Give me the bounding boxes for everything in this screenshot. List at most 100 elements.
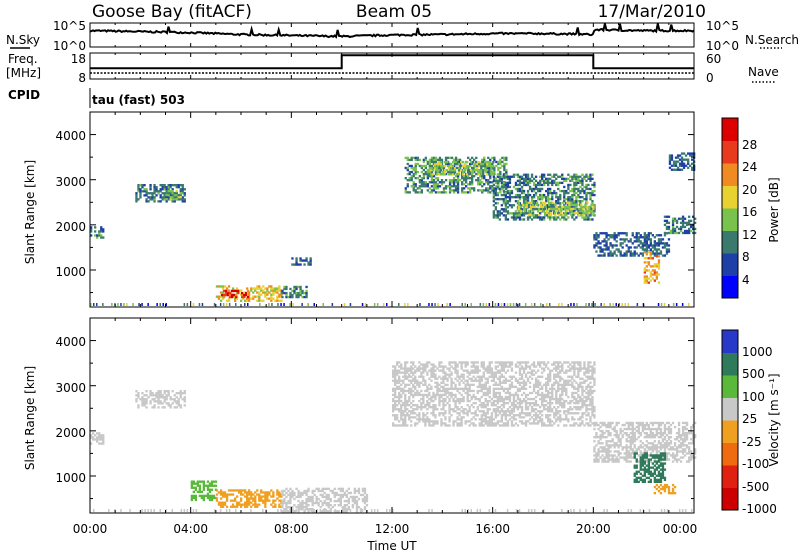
power-cell bbox=[515, 196, 517, 198]
velocity-cell bbox=[559, 384, 561, 386]
velocity-cell bbox=[563, 384, 565, 386]
velocity-cell bbox=[555, 367, 557, 369]
power-cell bbox=[605, 244, 607, 246]
power-cell bbox=[518, 210, 520, 212]
velocity-cell bbox=[400, 363, 402, 365]
power-cell bbox=[433, 181, 435, 183]
velocity-cell bbox=[527, 398, 529, 400]
velocity-cell bbox=[334, 496, 336, 498]
power-cell bbox=[145, 190, 147, 192]
power-cell bbox=[581, 178, 583, 180]
velocity-cell bbox=[458, 376, 460, 378]
velocity-cell bbox=[216, 497, 218, 499]
velocity-cell bbox=[246, 493, 248, 495]
power-cell bbox=[503, 159, 505, 161]
power-cell bbox=[551, 196, 553, 198]
power-cell bbox=[490, 171, 492, 173]
velocity-cell bbox=[352, 500, 354, 502]
power-cell bbox=[521, 178, 523, 180]
velocity-cell bbox=[465, 422, 467, 424]
velocity-cell bbox=[501, 416, 503, 418]
power-cell bbox=[531, 180, 533, 182]
velocity-cell bbox=[207, 495, 209, 497]
velocity-cell bbox=[493, 374, 495, 376]
power-cell bbox=[305, 290, 307, 292]
velocity-cell bbox=[579, 382, 581, 384]
power-cell bbox=[672, 220, 674, 222]
velocity-cell bbox=[410, 370, 412, 372]
velocity-cell bbox=[334, 488, 336, 490]
power-cell bbox=[521, 214, 523, 216]
velocity-cell bbox=[547, 380, 549, 382]
velocity-cell bbox=[207, 489, 209, 491]
velocity-cell bbox=[481, 396, 483, 398]
power-cell bbox=[662, 242, 664, 244]
velocity-cell bbox=[485, 398, 487, 400]
velocity-cell bbox=[170, 406, 172, 408]
power-cell bbox=[216, 285, 218, 287]
power-cell bbox=[672, 230, 674, 232]
velocity-cell bbox=[471, 372, 473, 374]
velocity-cell bbox=[293, 492, 295, 494]
power-ground-cell bbox=[277, 303, 279, 306]
power-cell bbox=[486, 173, 488, 175]
velocity-cell bbox=[543, 398, 545, 400]
velocity-cell bbox=[571, 418, 573, 420]
power-cell bbox=[448, 165, 450, 167]
velocity-cell bbox=[525, 414, 527, 416]
power-cell bbox=[573, 188, 575, 190]
velocity-cell bbox=[471, 418, 473, 420]
velocity-cell bbox=[420, 402, 422, 404]
velocity-cell bbox=[485, 404, 487, 406]
power-cell bbox=[509, 204, 511, 206]
velocity-cell bbox=[581, 414, 583, 416]
velocity-cell bbox=[354, 502, 356, 504]
velocity-cell bbox=[501, 374, 503, 376]
power-cell bbox=[246, 287, 248, 289]
velocity-cell bbox=[362, 494, 364, 496]
power-cell bbox=[650, 273, 652, 275]
power-cell bbox=[664, 220, 666, 222]
power-cell bbox=[577, 194, 579, 196]
velocity-cell bbox=[410, 424, 412, 426]
power-cell bbox=[559, 198, 561, 200]
velocity-cell bbox=[477, 414, 479, 416]
velocity-cell bbox=[416, 380, 418, 382]
power-ground-cell bbox=[661, 303, 663, 306]
power-cell bbox=[688, 222, 690, 224]
power-cell bbox=[658, 255, 660, 257]
power-cell bbox=[505, 216, 507, 218]
velocity-cell bbox=[426, 420, 428, 422]
power-ground-cell bbox=[117, 303, 119, 306]
velocity-cell bbox=[529, 376, 531, 378]
velocity-cell bbox=[521, 367, 523, 369]
velocity-cell bbox=[176, 406, 178, 408]
velocity-cell bbox=[307, 508, 309, 510]
power-cell bbox=[310, 263, 312, 265]
power-cell bbox=[415, 177, 417, 179]
velocity-cell bbox=[495, 392, 497, 394]
velocity-cell bbox=[547, 376, 549, 378]
velocity-cell bbox=[507, 380, 509, 382]
velocity-cell bbox=[565, 424, 567, 426]
power-cell bbox=[640, 236, 642, 238]
power-cell bbox=[563, 180, 565, 182]
power-cell bbox=[429, 163, 431, 165]
velocity-cell bbox=[581, 392, 583, 394]
velocity-cell bbox=[258, 495, 260, 497]
power-ground-cell bbox=[600, 303, 602, 306]
power-cell bbox=[162, 186, 164, 188]
velocity-cell bbox=[581, 398, 583, 400]
velocity-cell bbox=[398, 408, 400, 410]
power-cell bbox=[431, 159, 433, 161]
velocity-cell bbox=[553, 378, 555, 380]
power-cell bbox=[652, 257, 654, 259]
velocity-cell bbox=[320, 500, 322, 502]
power-cell bbox=[561, 176, 563, 178]
velocity-cell bbox=[432, 422, 434, 424]
velocity-cell bbox=[507, 392, 509, 394]
velocity-cell bbox=[503, 402, 505, 404]
power-ground-cell bbox=[214, 303, 216, 306]
power-cell bbox=[305, 296, 307, 298]
power-cell bbox=[612, 236, 614, 238]
